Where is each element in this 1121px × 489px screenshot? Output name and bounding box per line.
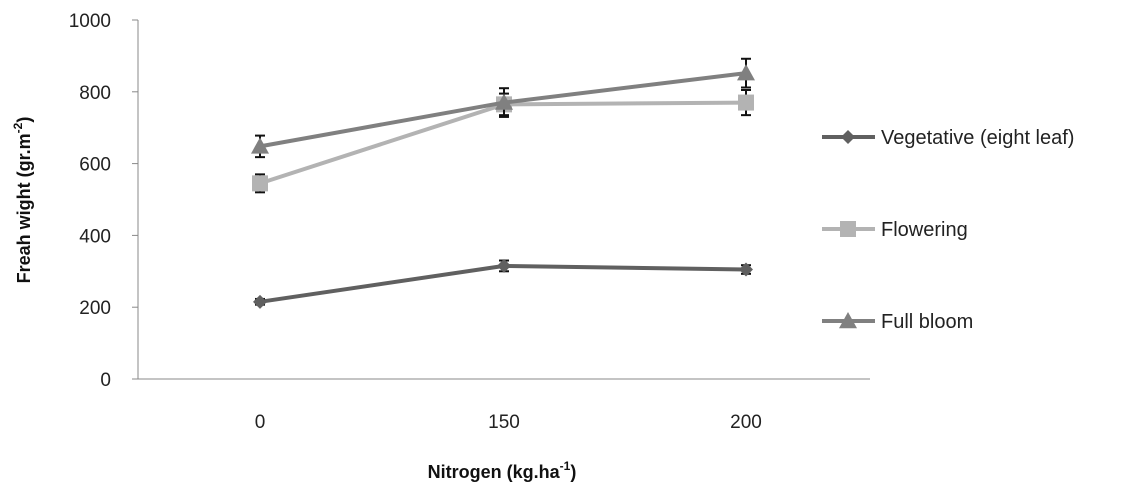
- y-tick-label: 0: [100, 370, 111, 391]
- y-axis-title-main: Freah wight (gr.m: [14, 133, 34, 283]
- legend-marker: [841, 130, 855, 144]
- x-axis: 0 150 200: [138, 378, 870, 433]
- data-point: [251, 137, 269, 154]
- legend-marker: [839, 312, 857, 329]
- data-point: [495, 93, 513, 110]
- data-point: [737, 64, 755, 81]
- data-point: [253, 294, 267, 309]
- y-tick-label: 200: [79, 298, 111, 319]
- legend: Vegetative (eight leaf) Flowering Full blo…: [822, 127, 1074, 333]
- y-axis-title-sup: -2: [11, 122, 25, 133]
- y-tick-label: 600: [79, 155, 111, 176]
- x-tick-label: 0: [255, 412, 266, 433]
- data-point: [252, 175, 268, 192]
- data-point: [739, 262, 753, 277]
- y-axis-title-end: ): [14, 117, 34, 123]
- x-axis-title-end: ): [570, 462, 576, 482]
- y-tick-label: 1000: [69, 11, 111, 32]
- legend-label: Vegetative (eight leaf): [881, 127, 1074, 149]
- x-tick-label: 200: [730, 412, 762, 433]
- plot-area: [251, 57, 755, 309]
- y-axis-title: Freah wight (gr.m-2): [11, 117, 34, 284]
- data-point: [738, 94, 754, 111]
- x-axis-title: Nitrogen (kg.ha-1): [428, 459, 577, 482]
- legend-label: Full bloom: [881, 311, 973, 333]
- data-point: [497, 258, 511, 273]
- x-axis-title-main: Nitrogen (kg.ha: [428, 462, 561, 482]
- legend-label: Flowering: [881, 219, 968, 241]
- x-tick-label: 150: [488, 412, 520, 433]
- legend-marker: [840, 221, 856, 237]
- y-tick-label: 400: [79, 226, 111, 247]
- y-axis: 0 200 400 600 800 1000: [69, 11, 139, 391]
- x-axis-title-sup: -1: [560, 459, 571, 473]
- y-tick-label: 800: [79, 83, 111, 104]
